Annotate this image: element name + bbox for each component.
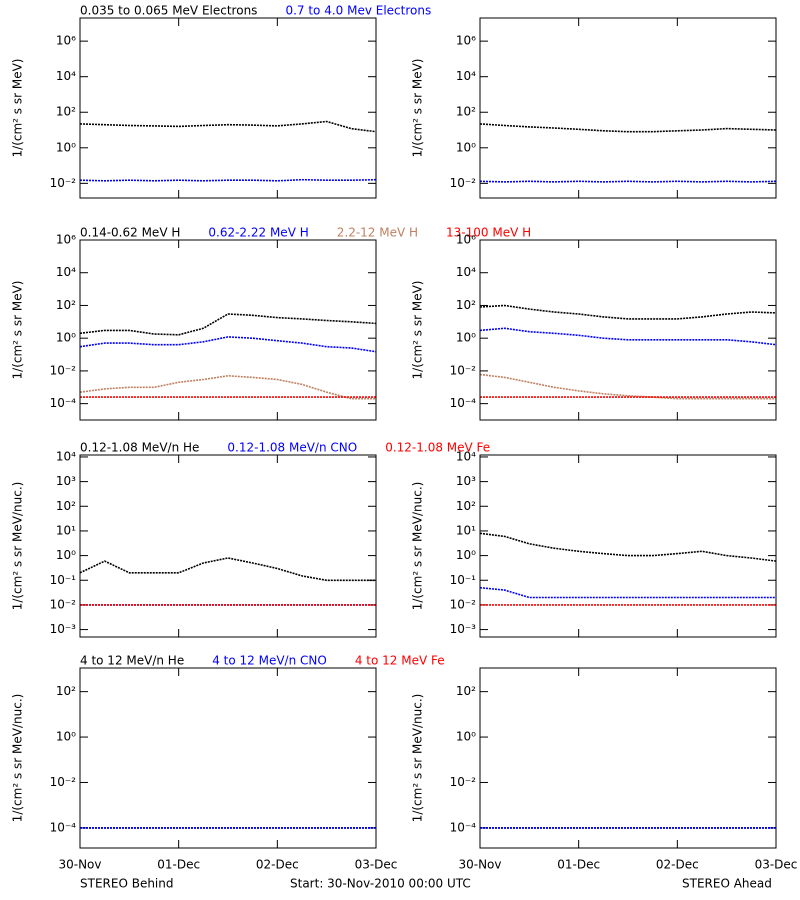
y-tick-label: 10²	[56, 105, 76, 119]
y-tick-label: 10⁰	[456, 730, 476, 744]
y-tick-label: 10⁻²	[50, 176, 77, 190]
series-line	[480, 304, 776, 320]
y-axis-label: 1/(cm² s sr MeV)	[11, 59, 25, 158]
x-tick-label: 30-Nov	[58, 858, 101, 872]
legend-entry: 0.035 to 0.065 MeV Electrons	[80, 4, 257, 18]
series-line	[80, 178, 376, 182]
x-tick-label: 02-Dec	[256, 858, 299, 872]
y-axis-label: 1/(cm² s sr MeV)	[411, 59, 425, 158]
series-line	[80, 336, 376, 353]
plot-frame	[479, 239, 777, 421]
y-tick-label: 10⁴	[456, 265, 476, 279]
plot-frame	[479, 454, 777, 638]
plot-frame	[79, 667, 377, 849]
legend-entry: 0.14-0.62 MeV H	[80, 226, 180, 240]
legend-entry: 0.7 to 4.0 Mev Electrons	[285, 4, 431, 18]
y-tick-label: 10⁻⁴	[50, 396, 77, 410]
footer-right: STEREO Ahead	[682, 877, 772, 891]
legend-entry: 2.2-12 MeV H	[337, 226, 418, 240]
series-line	[480, 532, 776, 562]
series-line	[80, 313, 376, 336]
y-tick-label: 10⁶	[456, 233, 476, 247]
legend-entry: 0.12-1.08 MeV/n He	[80, 441, 199, 455]
y-tick-label: 10²	[56, 684, 76, 698]
y-tick-label: 10³	[456, 474, 476, 488]
legend-entry: 0.62-2.22 MeV H	[208, 226, 308, 240]
y-tick-label: 10⁶	[56, 233, 76, 247]
y-tick-label: 10⁰	[56, 548, 76, 562]
y-tick-label: 10⁶	[456, 34, 476, 48]
y-axis-label: 1/(cm² s sr MeV)	[411, 281, 425, 380]
y-tick-label: 10⁻²	[50, 597, 77, 611]
y-tick-label: 10⁻²	[450, 775, 477, 789]
plot-frame	[479, 667, 777, 849]
y-tick-label: 10⁻²	[450, 363, 477, 377]
y-tick-label: 10⁴	[56, 69, 76, 83]
x-tick-label: 02-Dec	[656, 858, 699, 872]
plot-frame	[79, 239, 377, 421]
y-tick-label: 10⁴	[456, 449, 476, 463]
y-tick-label: 10¹	[456, 523, 476, 537]
plot-frame	[79, 454, 377, 638]
x-tick-label: 30-Nov	[458, 858, 501, 872]
y-tick-label: 10⁻²	[450, 176, 477, 190]
series-line	[80, 557, 376, 582]
x-tick-label: 01-Dec	[557, 858, 600, 872]
y-tick-label: 10⁰	[456, 140, 476, 154]
series-line	[480, 327, 776, 346]
y-tick-label: 10²	[456, 499, 476, 513]
series-line	[80, 120, 376, 133]
series-line	[480, 180, 776, 183]
y-tick-label: 10¹	[56, 523, 76, 537]
x-tick-label: 01-Dec	[157, 858, 200, 872]
legend-entry: 0.12-1.08 MeV Fe	[385, 441, 490, 455]
y-tick-label: 10⁰	[56, 140, 76, 154]
y-tick-label: 10⁶	[56, 34, 76, 48]
series-line	[80, 374, 376, 400]
series-line	[480, 123, 776, 133]
y-axis-label: 1/(cm² s sr MeV/nuc.)	[411, 694, 425, 823]
y-tick-label: 10⁴	[56, 265, 76, 279]
y-tick-label: 10⁻⁴	[450, 396, 477, 410]
y-tick-label: 10⁻¹	[50, 573, 77, 587]
y-tick-label: 10⁻⁴	[450, 820, 477, 834]
y-tick-label: 10⁻³	[50, 622, 77, 636]
plot-frame	[79, 17, 377, 199]
y-tick-label: 10⁰	[456, 331, 476, 345]
plot-frame	[479, 17, 777, 199]
series-line	[480, 373, 776, 400]
y-tick-label: 10⁻²	[50, 363, 77, 377]
y-axis-label: 1/(cm² s sr MeV/nuc.)	[11, 482, 25, 611]
legend-entry: 4 to 12 MeV Fe	[355, 654, 445, 668]
legend-entry: 0.12-1.08 MeV/n CNO	[227, 441, 357, 455]
y-tick-label: 10⁻³	[450, 622, 477, 636]
y-tick-label: 10⁰	[456, 548, 476, 562]
y-tick-label: 10²	[456, 298, 476, 312]
y-tick-label: 10⁻⁴	[50, 820, 77, 834]
y-axis-label: 1/(cm² s sr MeV/nuc.)	[11, 694, 25, 823]
x-tick-label: 03-Dec	[355, 858, 398, 872]
legend-entry: 4 to 12 MeV/n CNO	[212, 654, 327, 668]
y-tick-label: 10²	[56, 298, 76, 312]
series-line	[480, 586, 776, 599]
y-tick-label: 10⁻²	[450, 597, 477, 611]
y-tick-label: 10²	[456, 684, 476, 698]
footer-center: Start: 30-Nov-2010 00:00 UTC	[290, 877, 471, 891]
y-tick-label: 10²	[456, 105, 476, 119]
x-tick-label: 03-Dec	[755, 858, 798, 872]
y-tick-label: 10²	[56, 499, 76, 513]
y-axis-label: 1/(cm² s sr MeV/nuc.)	[411, 482, 425, 611]
y-tick-label: 10⁴	[456, 69, 476, 83]
footer-left: STEREO Behind	[80, 877, 174, 891]
y-tick-label: 10⁰	[56, 730, 76, 744]
legend-entry: 13-100 MeV H	[446, 226, 531, 240]
y-tick-label: 10⁰	[56, 331, 76, 345]
y-axis-label: 1/(cm² s sr MeV)	[11, 281, 25, 380]
legend-entry: 4 to 12 MeV/n He	[80, 654, 184, 668]
y-tick-label: 10⁻¹	[450, 573, 477, 587]
y-tick-label: 10⁻²	[50, 775, 77, 789]
y-tick-label: 10⁴	[56, 449, 76, 463]
y-tick-label: 10³	[56, 474, 76, 488]
